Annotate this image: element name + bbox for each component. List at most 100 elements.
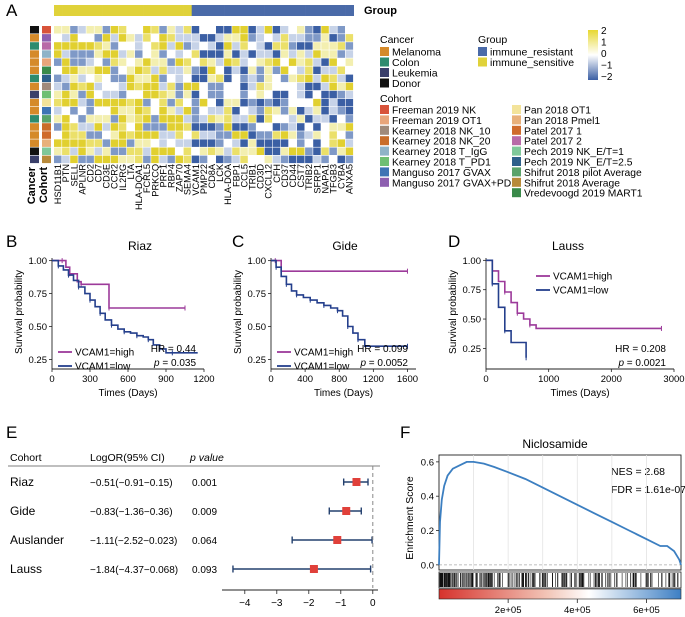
heatmap-cell: [337, 58, 345, 66]
heatmap-cell: [345, 131, 354, 139]
heatmap-cell: [159, 115, 167, 123]
legend-cohort-swatch: [512, 146, 521, 156]
km-xtick-label: 0: [483, 374, 488, 385]
legend-cohort-label: Freeman 2019 NK: [392, 106, 476, 117]
heatmap-cell: [118, 123, 127, 131]
km-ytick-label: 0.25: [29, 355, 48, 366]
heatmap-cell: [305, 90, 313, 99]
heatmap-cell: [135, 155, 143, 164]
heatmap-cell: [199, 115, 208, 123]
group-bar-cell: [305, 5, 314, 16]
km-plot-lauss: Lauss Survival probability Times (Days) 0.2…: [448, 239, 685, 399]
heatmap-cell: [256, 107, 264, 115]
heatmap-cell: [126, 139, 135, 147]
heatmap-cell: [272, 90, 281, 99]
gene-label: CD44: [288, 164, 298, 188]
heatmap-cell: [118, 98, 127, 107]
legend-cohort-swatch: [512, 177, 521, 187]
forest-header-logor: LogOR(95% CI): [90, 452, 165, 464]
gene-label: APLNR: [77, 164, 87, 195]
cancer-cell: [30, 34, 39, 42]
km-xtick-label: 2000: [601, 374, 622, 385]
heatmap-cell: [70, 50, 78, 58]
km-title: Gide: [332, 239, 358, 253]
heatmap-cell: [62, 58, 70, 66]
heatmap-cell: [118, 115, 127, 123]
heatmap-cell: [70, 90, 78, 99]
heatmap-cell: [337, 139, 345, 147]
heatmap-cell: [216, 123, 224, 131]
heatmap-cell: [256, 98, 264, 107]
forest-xtick-label: −2: [303, 598, 315, 609]
heatmap-cell: [94, 98, 102, 107]
legend-cohort-swatch: [512, 167, 521, 177]
km-curve-high: [52, 259, 185, 309]
group-bar-cell: [297, 5, 306, 16]
heatmap-cell: [62, 66, 70, 74]
group-bar-cell: [175, 5, 184, 16]
heatmap-cell: [329, 139, 337, 147]
heatmap-cell: [151, 115, 159, 123]
heatmap-cell: [151, 147, 159, 155]
heatmap-cell: [159, 82, 167, 91]
km-ylabel: Survival probability: [448, 270, 459, 354]
heatmap-cell: [256, 66, 264, 74]
heatmap-cell: [191, 139, 200, 147]
legend-cohort-label: Kearney 2018 NK_10: [392, 126, 491, 137]
heatmap-cell: [224, 82, 232, 91]
heatmap-cell: [297, 98, 305, 107]
heatmap-cell: [207, 26, 216, 34]
heatmap-cell: [313, 155, 321, 164]
group-bar-cell: [207, 5, 217, 16]
cancer-cell: [30, 42, 39, 50]
color-scale-tick: −1: [601, 61, 613, 72]
heatmap-cell: [216, 66, 224, 74]
heatmap-cell: [272, 123, 281, 131]
heatmap-cell: [151, 107, 159, 115]
heatmap-cell: [288, 58, 297, 66]
cohort-cell: [42, 42, 51, 50]
gene-label: CXCL12: [264, 164, 274, 199]
cohort-cell: [42, 131, 51, 139]
heatmap-cell: [110, 115, 119, 123]
group-bar-cell: [272, 5, 282, 16]
group-bar-cell: [224, 5, 233, 16]
heatmap-cell: [216, 107, 224, 115]
heatmap-cell: [167, 42, 175, 50]
heatmap-cell: [110, 123, 119, 131]
heatmap-cell: [305, 34, 313, 42]
heatmap-cell: [224, 147, 232, 155]
heatmap-cell: [62, 155, 70, 164]
heatmap-cell: [167, 115, 175, 123]
group-bar-cell: [110, 5, 120, 16]
heatmap-cell: [199, 34, 208, 42]
heatmap-cell: [143, 139, 151, 147]
heatmap-cell: [110, 66, 119, 74]
heatmap-cell: [288, 50, 297, 58]
km-xtick-label: 900: [158, 374, 174, 385]
km-ylabel: Survival probability: [233, 270, 244, 354]
legend-cohort-label: Patel 2017 2: [524, 137, 582, 148]
heatmap-cell: [183, 58, 192, 66]
legend-group-swatch: [478, 57, 487, 67]
heatmap-cell: [232, 74, 240, 83]
heatmap-cell: [240, 155, 248, 164]
forest-header-pvalue: p value: [189, 452, 224, 464]
heatmap-cell: [288, 66, 297, 74]
panel-label-f: F: [400, 423, 410, 442]
heatmap-cell: [54, 66, 62, 74]
heatmap-cell: [207, 115, 216, 123]
heatmap-cell: [126, 26, 135, 34]
heatmap-cell: [175, 90, 183, 99]
heatmap-cell: [151, 155, 159, 164]
heatmap-cell: [191, 34, 200, 42]
forest-plot: Cohort LogOR(95% CI) p value Riaz −0.51(−…: [8, 452, 380, 609]
heatmap-cell: [232, 66, 240, 74]
heatmap-cell: [118, 155, 127, 164]
heatmap-cell: [280, 74, 289, 83]
legend-cohort-swatch: [512, 136, 521, 146]
group-bar-cell: [126, 5, 136, 16]
km-curve-high: [486, 259, 662, 330]
km-ytick-label: 1.00: [463, 256, 482, 267]
